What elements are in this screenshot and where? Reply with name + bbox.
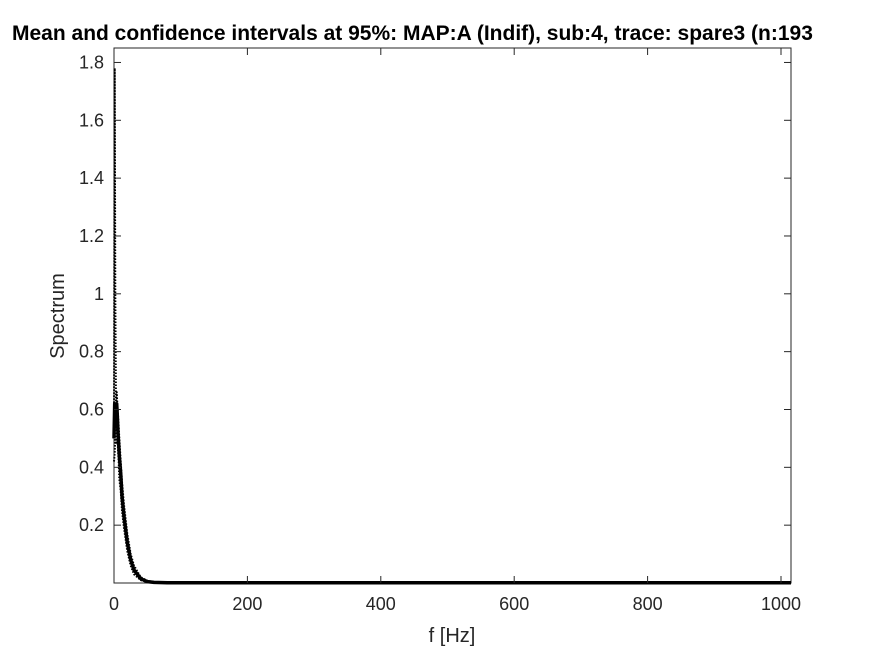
x-axis-label: f [Hz]: [429, 625, 476, 647]
plot-area: [113, 47, 792, 584]
x-tick-label: 400: [366, 594, 396, 614]
series-line-lower-ci: [113, 422, 791, 584]
series-line-upper-ci: [113, 67, 791, 584]
x-tick-label: 600: [499, 594, 529, 614]
x-tick-label: 0: [109, 594, 119, 614]
tick-layer: 0 200 400 600 800 1000 0.2 0.4 0.6 0.8 1 1.2 1.4 1.6 1…: [79, 48, 801, 614]
x-tick-label: 1000: [761, 594, 801, 614]
y-tick-label: 1.8: [79, 52, 104, 72]
y-tick-label: 0.2: [79, 515, 104, 535]
y-tick-label: 1: [94, 284, 104, 304]
y-tick-label: 0.6: [79, 399, 104, 419]
y-tick-label: 0.4: [79, 457, 104, 477]
y-tick-label: 1.4: [79, 168, 104, 188]
y-tick-label: 1.2: [79, 226, 104, 246]
x-tick-label: 200: [232, 594, 262, 614]
y-axis-label: Spectrum: [47, 273, 69, 359]
y-tick-label: 1.6: [79, 110, 104, 130]
chart-title: Mean and confidence intervals at 95%: MA…: [12, 22, 813, 45]
x-tick-label: 800: [633, 594, 663, 614]
y-tick-label: 0.8: [79, 342, 104, 362]
